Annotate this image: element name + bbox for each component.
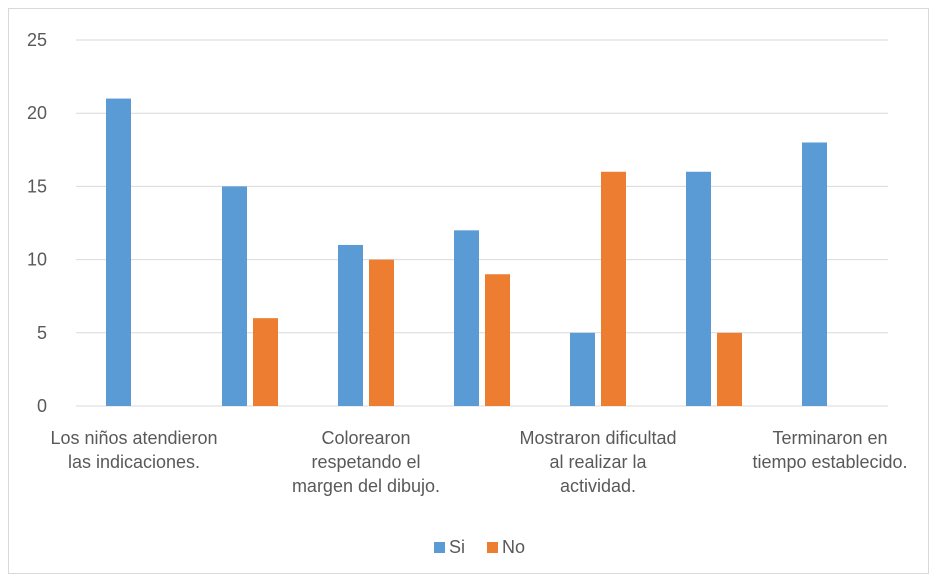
category-label-line: las indicaciones. — [68, 452, 200, 472]
legend-swatch-no — [487, 542, 498, 553]
bar-si — [106, 98, 131, 406]
category-label: Mostraron dificultad al realizar la activi… — [519, 428, 676, 496]
bar-si — [802, 142, 827, 407]
bar-si — [686, 171, 711, 406]
category-label-line: margen del dibujo. — [292, 476, 440, 496]
legend-label-no: No — [502, 537, 525, 557]
bar-no — [485, 274, 510, 406]
bar-no — [369, 259, 394, 406]
category-label-line: tiempo establecido. — [752, 452, 907, 472]
category-label-line: al realizar la — [549, 452, 647, 472]
y-tick-label: 5 — [37, 323, 47, 343]
category-label-line: Terminaron en — [772, 428, 887, 448]
category-label-line: Mostraron dificultad — [519, 428, 676, 448]
legend-swatch-si — [434, 542, 445, 553]
category-label-line: actividad. — [560, 476, 636, 496]
gridlines — [76, 39, 888, 407]
legend-label-si: Si — [449, 537, 465, 557]
y-tick-label: 10 — [27, 250, 47, 270]
category-label-line: Colorearon — [321, 428, 410, 448]
bar-no — [601, 171, 626, 406]
category-label: Terminaron en tiempo establecido. — [752, 428, 907, 472]
y-tick-label: 15 — [27, 176, 47, 196]
legend: Si No — [434, 537, 525, 557]
category-label-line: Los niños atendieron — [50, 428, 217, 448]
bar-no — [717, 332, 742, 406]
y-tick-label: 25 — [27, 30, 47, 50]
y-axis-tick-labels: 0 5 10 15 20 25 — [27, 30, 47, 416]
category-label: Colorearon respetando el margen del dibujo… — [292, 428, 440, 496]
bar-si — [338, 244, 363, 406]
category-labels: Los niños atendieron las indicaciones. Col… — [50, 428, 907, 496]
bar-si — [222, 186, 247, 406]
y-tick-label: 20 — [27, 103, 47, 123]
bar-no — [253, 318, 278, 406]
category-label: Los niños atendieron las indicaciones. — [50, 428, 217, 472]
bar-chart: 0 5 10 15 20 25 Los niños atendieron las indic… — [27, 30, 908, 557]
category-label-line: respetando el — [311, 452, 420, 472]
y-tick-label: 0 — [37, 396, 47, 416]
bar-si — [454, 230, 479, 406]
chart-frame: 0 5 10 15 20 25 Los niños atendieron las indic… — [8, 8, 929, 574]
bar-si — [570, 332, 595, 406]
bars — [106, 98, 827, 407]
